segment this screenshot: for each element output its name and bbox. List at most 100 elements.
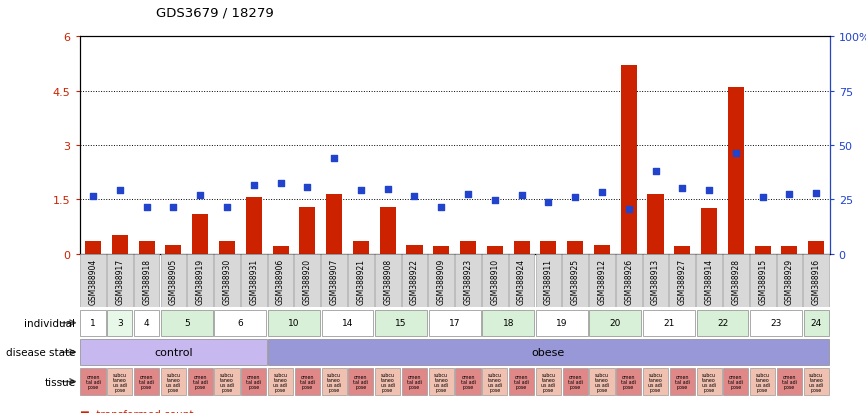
Bar: [594, 245, 610, 254]
Bar: [643, 368, 669, 395]
Bar: [643, 310, 695, 336]
Bar: [326, 195, 342, 254]
Bar: [321, 310, 373, 336]
Bar: [482, 254, 507, 308]
Point: [810, 190, 824, 197]
Text: omen
tal adi
pose: omen tal adi pose: [300, 374, 315, 389]
Text: subcu
taneo
us adi
pose: subcu taneo us adi pose: [702, 372, 716, 392]
Bar: [750, 254, 776, 308]
Point: [595, 189, 609, 196]
Bar: [723, 368, 748, 395]
Text: 24: 24: [811, 318, 822, 328]
Bar: [590, 310, 642, 336]
Bar: [81, 339, 267, 366]
Bar: [133, 254, 159, 308]
Point: [139, 204, 153, 211]
Text: GSM388928: GSM388928: [732, 258, 740, 304]
Text: GSM388916: GSM388916: [811, 258, 821, 304]
Bar: [696, 310, 748, 336]
Bar: [433, 247, 449, 254]
Text: omen
tal adi
pose: omen tal adi pose: [246, 374, 262, 389]
Bar: [590, 368, 615, 395]
Text: GSM388926: GSM388926: [624, 258, 633, 304]
Text: 5: 5: [184, 318, 190, 328]
Text: subcu
taneo
us adi
pose: subcu taneo us adi pose: [327, 372, 341, 392]
Bar: [429, 254, 454, 308]
Bar: [616, 254, 642, 308]
Bar: [456, 368, 481, 395]
Text: 10: 10: [288, 318, 300, 328]
Bar: [563, 368, 588, 395]
Bar: [214, 254, 240, 308]
Bar: [268, 254, 294, 308]
Bar: [219, 241, 235, 254]
Point: [649, 169, 662, 175]
Point: [488, 197, 501, 204]
Bar: [107, 368, 132, 395]
Bar: [804, 368, 829, 395]
Bar: [85, 241, 101, 254]
Bar: [456, 254, 481, 308]
Bar: [567, 241, 583, 254]
Text: 20: 20: [610, 318, 621, 328]
Text: subcu
taneo
us adi
pose: subcu taneo us adi pose: [274, 372, 288, 392]
Bar: [727, 88, 744, 254]
Bar: [429, 310, 481, 336]
Bar: [536, 368, 561, 395]
Bar: [777, 254, 802, 308]
Point: [622, 206, 636, 213]
Text: omen
tal adi
pose: omen tal adi pose: [728, 374, 743, 389]
Bar: [589, 254, 615, 308]
Bar: [509, 368, 534, 395]
Bar: [81, 254, 106, 308]
Bar: [81, 310, 106, 336]
Text: omen
tal adi
pose: omen tal adi pose: [86, 374, 100, 389]
Text: omen
tal adi
pose: omen tal adi pose: [353, 374, 368, 389]
Bar: [508, 254, 534, 308]
Text: subcu
taneo
us adi
pose: subcu taneo us adi pose: [166, 372, 180, 392]
Text: GSM388904: GSM388904: [88, 258, 98, 304]
Text: ■  transformed count: ■ transformed count: [80, 409, 193, 413]
Point: [381, 186, 395, 193]
Point: [461, 191, 475, 198]
Text: omen
tal adi
pose: omen tal adi pose: [782, 374, 797, 389]
Text: subcu
taneo
us adi
pose: subcu taneo us adi pose: [809, 372, 824, 392]
Bar: [648, 195, 663, 254]
Point: [301, 184, 314, 190]
Bar: [777, 368, 802, 395]
Text: 3: 3: [117, 318, 123, 328]
Bar: [268, 310, 320, 336]
Text: GSM388929: GSM388929: [785, 258, 794, 304]
Point: [274, 180, 288, 187]
Point: [193, 192, 207, 198]
Text: omen
tal adi
pose: omen tal adi pose: [675, 374, 690, 389]
Bar: [701, 209, 717, 254]
Text: GSM388912: GSM388912: [598, 258, 606, 304]
Text: 18: 18: [502, 318, 514, 328]
Text: subcu
taneo
us adi
pose: subcu taneo us adi pose: [220, 372, 234, 392]
Bar: [294, 368, 320, 395]
Point: [729, 151, 743, 157]
Bar: [402, 254, 427, 308]
Bar: [268, 368, 294, 395]
Bar: [268, 339, 829, 366]
Text: 1: 1: [90, 318, 96, 328]
Bar: [134, 368, 159, 395]
Text: GSM388921: GSM388921: [357, 258, 365, 304]
Text: omen
tal adi
pose: omen tal adi pose: [621, 374, 637, 389]
Text: GSM388925: GSM388925: [571, 258, 579, 304]
Bar: [161, 310, 213, 336]
Point: [435, 204, 449, 210]
Bar: [321, 254, 347, 308]
Bar: [696, 368, 721, 395]
Bar: [669, 368, 695, 395]
Bar: [675, 247, 690, 254]
Bar: [352, 241, 369, 254]
Bar: [187, 254, 213, 308]
Text: control: control: [154, 347, 193, 357]
Text: GSM388905: GSM388905: [169, 258, 178, 304]
Bar: [536, 310, 588, 336]
Bar: [112, 236, 128, 254]
Bar: [348, 368, 373, 395]
Text: disease state: disease state: [6, 347, 75, 357]
